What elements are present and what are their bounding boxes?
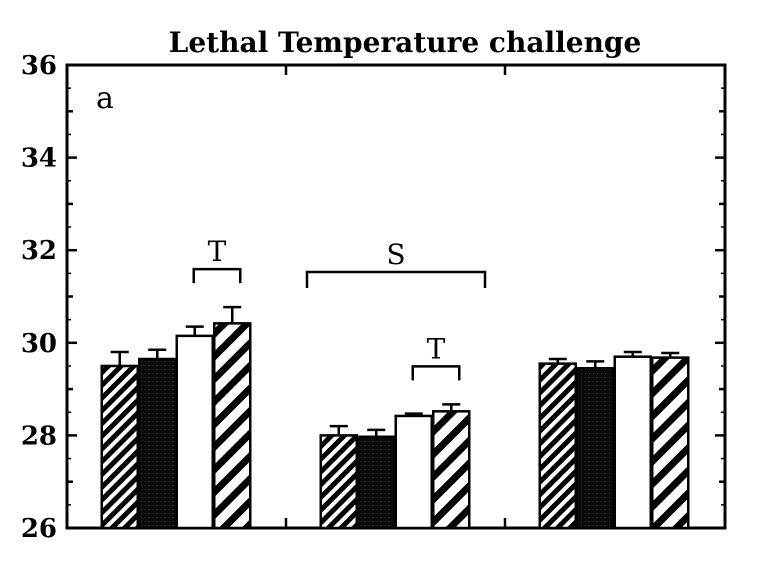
bar	[538, 362, 577, 530]
significance-bracket	[305, 270, 487, 288]
chart-title: Lethal Temperature challenge	[169, 26, 642, 59]
bar	[319, 434, 358, 530]
significance-bracket	[192, 267, 242, 284]
significance-label: T	[208, 235, 227, 268]
significance-label: S	[386, 238, 405, 271]
significance-bracket	[411, 365, 461, 381]
y-tick-label: 34	[21, 144, 57, 174]
bar	[394, 414, 433, 530]
bar	[432, 410, 471, 530]
panel-label: a	[96, 81, 114, 116]
annotations-layer: T S T	[192, 235, 487, 381]
bars-layer	[100, 305, 690, 530]
y-tick-labels: 26 28 30 32 34 36	[21, 51, 57, 544]
bar	[576, 367, 615, 530]
bar	[175, 334, 214, 530]
bar	[651, 356, 690, 530]
y-tick-label: 30	[21, 329, 57, 359]
bar	[613, 355, 652, 530]
y-tick-label: 28	[21, 421, 57, 451]
significance-label: T	[427, 332, 446, 365]
bar	[100, 364, 139, 530]
bar	[357, 435, 396, 530]
y-tick-label: 36	[21, 51, 57, 81]
bar	[213, 322, 252, 530]
y-tick-label: 26	[21, 514, 57, 544]
y-tick-label: 32	[21, 236, 57, 266]
bar	[138, 357, 177, 530]
